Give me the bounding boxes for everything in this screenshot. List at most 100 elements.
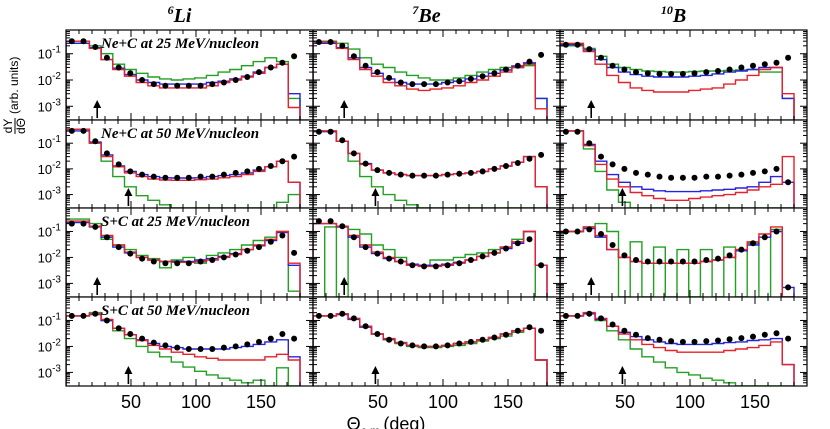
- x-axis-title-unit: (deg): [383, 414, 425, 429]
- y-tick-label-base: 10: [38, 313, 52, 328]
- panel-plot-area: [66, 38, 301, 120]
- data-point: [174, 344, 181, 351]
- panel-plot-area: [560, 41, 795, 120]
- data-point: [503, 331, 509, 338]
- data-point: [514, 327, 521, 334]
- data-point: [679, 338, 686, 345]
- data-point: [185, 260, 192, 267]
- data-point: [409, 81, 416, 88]
- data-point: [209, 257, 216, 263]
- data-point: [644, 258, 651, 265]
- data-point: [291, 249, 298, 256]
- data-point: [139, 171, 146, 178]
- panel-ticks: [313, 29, 560, 121]
- x-tick-label: 50: [615, 392, 635, 412]
- column-title-element: Li: [173, 5, 192, 27]
- column-title-li: 6Li: [168, 3, 192, 27]
- data-point: [598, 54, 604, 61]
- panel-ticks: [66, 119, 313, 209]
- series-line-blue: [560, 130, 795, 208]
- y-axis-units: (arb. units): [7, 57, 21, 114]
- data-point: [397, 171, 404, 178]
- x-axis-title-text: Θc.m.(deg): [347, 414, 426, 429]
- row-label: S+C at 25 MeV/nucleon: [101, 214, 250, 230]
- data-point: [691, 258, 698, 265]
- panel-plot-area: [560, 128, 795, 208]
- data-point: [150, 339, 157, 346]
- y-tick-label-base: 10: [38, 136, 52, 151]
- data-point: [586, 140, 593, 147]
- data-point: [386, 336, 393, 343]
- data-point: [644, 70, 651, 77]
- data-point: [633, 69, 639, 76]
- panel-ticks: [313, 296, 560, 387]
- data-point: [374, 250, 381, 257]
- data-point: [668, 174, 675, 181]
- data-point: [362, 244, 369, 251]
- panel-0-2: [559, 29, 808, 121]
- data-point: [668, 338, 675, 345]
- data-point: [397, 340, 404, 347]
- data-point: [150, 258, 157, 265]
- data-point: [256, 165, 262, 172]
- panel-ticks: [66, 207, 313, 298]
- data-point: [362, 323, 369, 330]
- data-point: [80, 127, 87, 134]
- data-point: [562, 41, 569, 48]
- panel-plot-area: [66, 127, 301, 208]
- y-tick-label-base: 10: [38, 224, 52, 239]
- data-point: [103, 54, 110, 61]
- data-point: [115, 244, 122, 251]
- data-point: [232, 251, 239, 258]
- panel-1-2: [559, 119, 808, 209]
- data-point: [197, 346, 204, 352]
- data-point: [726, 66, 733, 73]
- x-tick-label: 50: [121, 392, 141, 412]
- data-point: [103, 150, 110, 157]
- data-point: [750, 62, 756, 69]
- panel-plot-area: [313, 128, 548, 208]
- data-point: [761, 168, 768, 175]
- data-point: [562, 312, 569, 319]
- data-point: [703, 338, 710, 345]
- data-point: [656, 258, 663, 265]
- data-point: [256, 338, 262, 345]
- arrow-head: [618, 188, 627, 196]
- data-point: [386, 169, 393, 176]
- panel-ticks: [313, 207, 560, 298]
- data-point: [220, 79, 227, 86]
- y-tick-label: 10-2: [38, 248, 62, 265]
- data-point: [92, 310, 99, 317]
- data-point: [526, 324, 533, 331]
- y-tick-label-exponent: -1: [52, 311, 61, 322]
- data-point: [503, 245, 509, 252]
- data-point: [244, 247, 251, 254]
- y-tick-label-base: 10: [38, 162, 52, 177]
- data-point: [491, 70, 498, 77]
- data-point: [409, 172, 416, 179]
- data-point: [386, 74, 393, 81]
- data-point: [785, 335, 792, 342]
- data-point: [609, 161, 616, 168]
- x-tick-label: 150: [246, 392, 276, 412]
- data-point: [444, 79, 451, 86]
- data-point: [491, 165, 498, 172]
- data-point: [691, 338, 698, 345]
- panel-plot-area: [66, 310, 301, 386]
- data-point: [633, 169, 639, 176]
- arrow-head: [340, 100, 349, 108]
- y-tick-label-base: 10: [38, 339, 52, 354]
- data-point: [103, 234, 110, 241]
- y-tick-label: 10-2: [38, 337, 62, 354]
- data-point: [432, 172, 439, 179]
- series-line-red: [560, 311, 795, 386]
- data-point: [432, 343, 439, 350]
- arrow-head: [93, 277, 102, 285]
- series-line-red: [66, 313, 301, 386]
- data-point: [432, 263, 439, 270]
- data-point: [350, 150, 357, 157]
- data-point: [514, 160, 521, 166]
- data-point: [668, 70, 675, 77]
- y-tick-label: 10-1: [38, 311, 62, 328]
